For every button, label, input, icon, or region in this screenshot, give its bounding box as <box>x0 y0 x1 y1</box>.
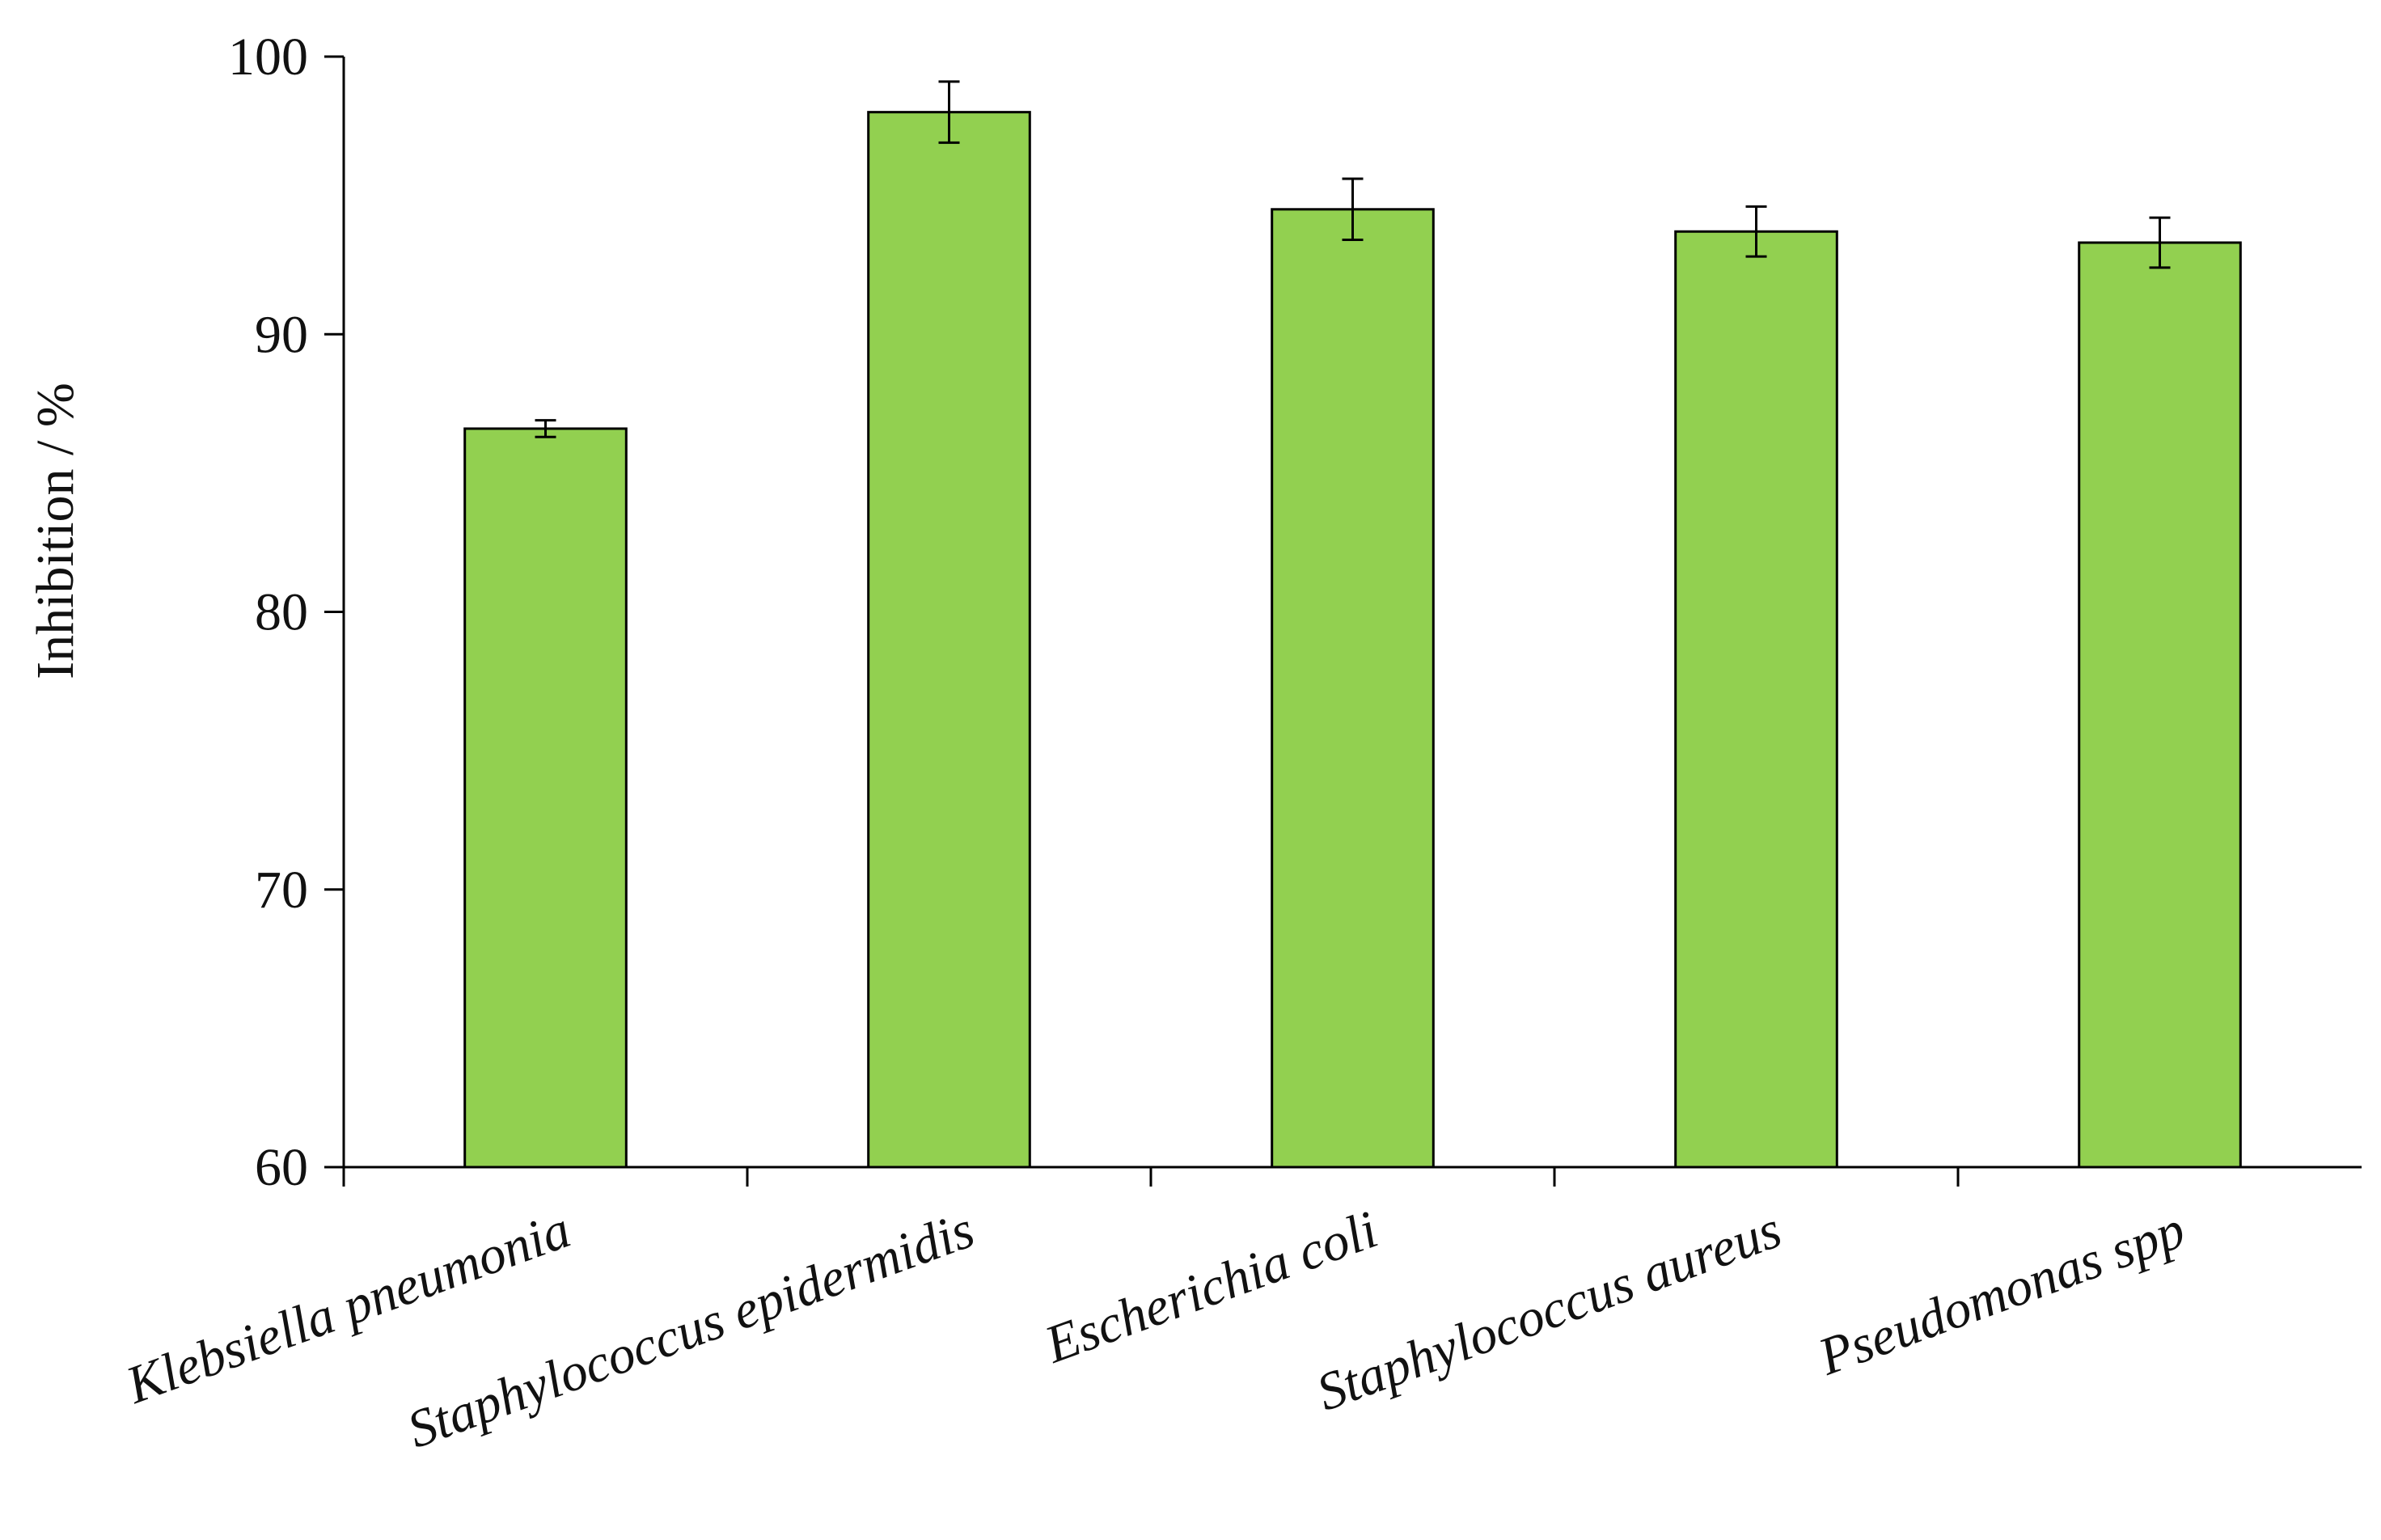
bar <box>867 111 1031 1169</box>
y-tick-label: 70 <box>255 861 308 920</box>
y-tick-label: 80 <box>255 583 308 642</box>
y-tick-label: 100 <box>228 28 308 87</box>
bars-group <box>463 111 2242 1169</box>
x-category-label: Escherichia coli <box>1037 1199 1385 1374</box>
x-category-label: Staphylococcus aureus <box>1309 1199 1789 1422</box>
bar <box>1674 230 1838 1169</box>
error-bars-group <box>535 80 2171 438</box>
x-category-label: Pseudomonas spp <box>1811 1199 2193 1386</box>
bar <box>1271 208 1435 1169</box>
bar <box>463 427 628 1169</box>
y-tick-label: 60 <box>255 1138 308 1197</box>
y-axis-title: Inhibition / % <box>26 383 85 679</box>
bar <box>2078 241 2242 1169</box>
y-tick-label: 90 <box>255 305 308 364</box>
y-ticks-group: 60 70 80 90 100 <box>228 28 344 1197</box>
